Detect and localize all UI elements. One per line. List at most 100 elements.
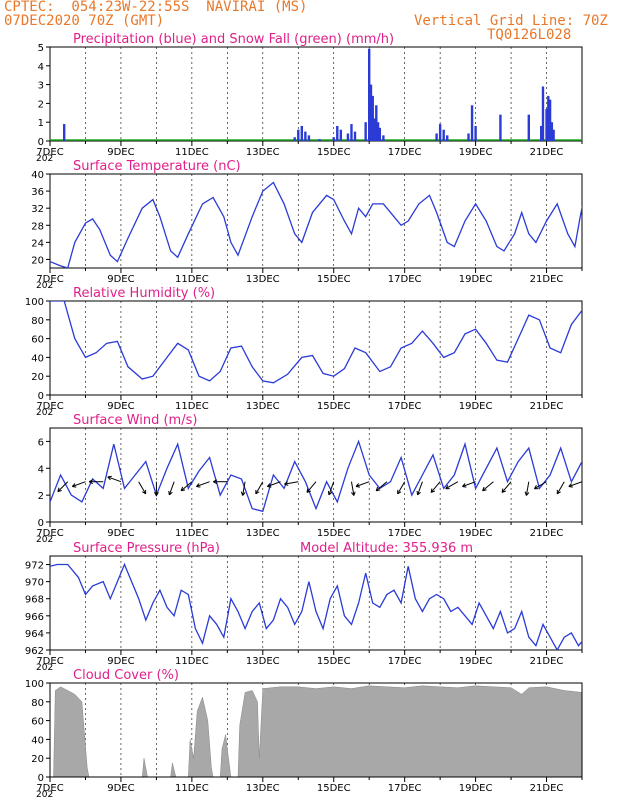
wind-arrow-head xyxy=(213,479,218,483)
wind-arrow xyxy=(355,481,370,487)
wind-arrow-head xyxy=(88,479,93,483)
precip-bar xyxy=(369,84,373,141)
x-tick-label: 7DEC xyxy=(36,147,63,158)
year-label: 202 xyxy=(36,663,53,673)
y-tick-label: 20 xyxy=(31,754,44,765)
panel-title: Cloud Cover (%) xyxy=(73,668,179,683)
wind-arrow-head xyxy=(141,491,146,495)
panel-title: Precipitation (blue) and Snow Fall (gree… xyxy=(73,32,394,47)
x-tick-label: 13DEC xyxy=(246,783,280,794)
header-grid-note: Vertical Grid Line: 70Z xyxy=(414,13,608,29)
y-tick-label: 0 xyxy=(38,391,44,402)
precip-bar xyxy=(307,135,311,141)
x-tick-label: 19DEC xyxy=(459,528,493,539)
wind-arrow xyxy=(138,481,147,495)
precip-bar xyxy=(552,129,555,141)
wind-arrow-head xyxy=(306,490,311,493)
wind-arrow-head xyxy=(107,476,111,481)
x-tick-label: 17DEC xyxy=(388,147,422,158)
wind-arrow-head xyxy=(169,491,173,496)
header-code: TQ0126L028 xyxy=(487,27,572,43)
x-tick-label: 11DEC xyxy=(175,656,209,667)
wind-arrow xyxy=(501,481,512,493)
wind-arrow xyxy=(350,481,355,496)
y-tick-label: 962 xyxy=(25,646,44,657)
wind-arrow-head xyxy=(180,486,184,491)
x-tick-label: 7DEC xyxy=(36,401,63,412)
wind-arrow-head xyxy=(181,489,186,492)
precip-bar xyxy=(446,135,449,141)
x-tick-label: 13DEC xyxy=(246,528,280,539)
x-tick-label: 13DEC xyxy=(246,274,280,285)
wind-arrow-head xyxy=(88,481,93,485)
y-tick-label: 28 xyxy=(31,221,44,232)
wind-arrow xyxy=(255,481,264,495)
wind-arrow-head xyxy=(242,492,246,496)
precip-bar xyxy=(547,95,550,141)
precip-bar xyxy=(346,133,350,141)
wind-arrow-head xyxy=(57,487,60,492)
wind-arrow-head xyxy=(240,491,244,496)
x-tick-label: 19DEC xyxy=(459,783,493,794)
x-tick-label: 15DEC xyxy=(317,147,351,158)
x-tick-label: 7DEC xyxy=(36,274,63,285)
y-tick-label: 5 xyxy=(38,43,44,54)
wind-arrow-head xyxy=(417,491,421,496)
x-tick-label: 19DEC xyxy=(459,147,493,158)
wind-arrow-head xyxy=(57,490,62,493)
wind-arrow-head xyxy=(328,491,333,496)
x-tick-label: 9DEC xyxy=(107,274,134,285)
wind-arrow-head xyxy=(327,490,330,495)
year-label: 202 xyxy=(36,535,53,545)
header-line1: CPTEC: 054:23W-22:55S NAVIRAI (MS) xyxy=(4,0,308,15)
x-tick-label: 19DEC xyxy=(459,656,493,667)
x-tick-label: 11DEC xyxy=(175,783,209,794)
panel-title: Surface Temperature (nC) xyxy=(73,159,241,174)
y-tick-label: 36 xyxy=(31,187,44,198)
precip-bar xyxy=(527,114,530,141)
wind-arrow-head xyxy=(71,483,76,487)
y-tick-label: 4 xyxy=(38,62,44,73)
series-line xyxy=(50,181,582,268)
panel-title: Surface Wind (m/s) xyxy=(73,413,197,428)
x-tick-label: 15DEC xyxy=(317,783,351,794)
x-tick-label: 21DEC xyxy=(530,401,564,412)
y-tick-label: 0 xyxy=(38,137,44,148)
wind-arrow xyxy=(375,481,388,492)
precip-bar xyxy=(304,131,307,141)
precip-bar xyxy=(300,125,304,141)
precip-bar xyxy=(350,124,353,141)
x-tick-label: 17DEC xyxy=(388,528,422,539)
wind-arrow-head xyxy=(430,488,433,493)
y-tick-label: 966 xyxy=(25,612,44,623)
x-tick-label: 21DEC xyxy=(530,783,564,794)
wind-arrow xyxy=(525,481,530,496)
y-tick-label: 972 xyxy=(25,561,44,572)
wind-arrow-head xyxy=(501,490,506,493)
wind-arrow-head xyxy=(267,486,272,488)
y-tick-label: 40 xyxy=(31,353,44,364)
wind-arrow xyxy=(568,481,582,487)
x-tick-label: 19DEC xyxy=(459,401,493,412)
precip-bar xyxy=(376,122,380,141)
y-tick-label: 970 xyxy=(25,578,44,589)
x-tick-label: 9DEC xyxy=(107,656,134,667)
precip-bar xyxy=(442,129,445,141)
cloud-area xyxy=(53,685,582,777)
x-tick-label: 9DEC xyxy=(107,783,134,794)
y-tick-label: 964 xyxy=(25,629,44,640)
wind-arrow xyxy=(107,476,122,483)
wind-arrow-head xyxy=(196,486,201,488)
wind-arrow-head xyxy=(416,490,419,495)
wind-arrow-head xyxy=(284,481,288,485)
wind-arrow-head xyxy=(501,488,504,493)
wind-arrow-head xyxy=(353,491,356,496)
y-tick-label: 20 xyxy=(31,372,44,383)
wind-arrow-head xyxy=(524,491,527,496)
x-tick-label: 17DEC xyxy=(388,274,422,285)
year-label: 202 xyxy=(36,281,53,291)
wind-arrow xyxy=(267,481,281,487)
y-tick-label: 4 xyxy=(38,464,44,475)
series-line xyxy=(50,439,582,513)
precip-bar xyxy=(545,109,548,141)
